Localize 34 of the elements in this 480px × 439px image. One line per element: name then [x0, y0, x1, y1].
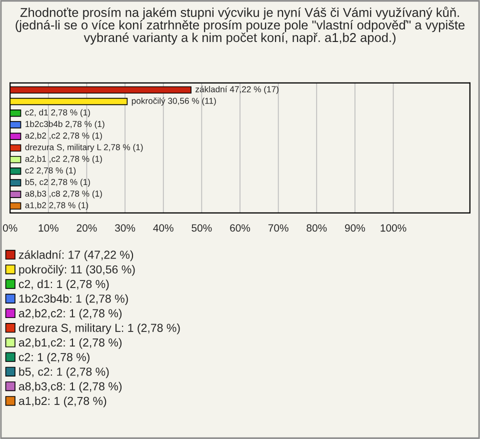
legend-label: c2: 1 (2,78 %) — [18, 352, 90, 364]
legend-label: drezura S, military L: 1 (2,78 %) — [18, 323, 180, 334]
data-label: a8,b3 ,c8 2,78 % (1) — [25, 190, 102, 198]
data-label: drezura S, military L 2,78 % (1) — [25, 144, 143, 152]
x-tick-label: 70% — [268, 224, 288, 232]
x-tick-label: 60% — [230, 224, 250, 232]
chart-title: Zhodnoťte prosím na jakém stupni výcviku je nyní Váš či Vámi využívaný kůň. (jedná-li se o více koní zatrhněte prosím pouze pole "vlastní odpověď" a vypište vybrané varianty a k nim počet koní, např. a1,b2 apod.) — [16, 6, 465, 45]
x-tick-label: 40% — [153, 224, 174, 232]
legend-label: c2, d1: 1 (2,78 %) — [18, 280, 109, 290]
legend-label: a2,b1,c2: 1 (2,78 %) — [18, 338, 122, 349]
data-label: a2,b1 ,c2 2,78 % (1) — [25, 156, 102, 164]
data-label: a2,b2 ,c2 2,78 % (1) — [25, 132, 102, 140]
legend-label: základní: 17 (47,22 %) — [18, 250, 134, 262]
data-label: 1b2c3b4b 2,78 % (1) — [26, 120, 104, 129]
data-label: c2, d1 2,78 % (1) — [25, 109, 90, 118]
data-label: b5, c2 2,78 % (1) — [25, 178, 90, 187]
x-tick-label: 90% — [345, 224, 366, 232]
data-label: c2 2,78 % (1) — [25, 167, 76, 176]
x-tick-label: 0% — [2, 224, 18, 232]
legend-label: a2,b2,c2: 1 (2,78 %) — [18, 308, 122, 320]
x-tick-label: 50% — [192, 224, 212, 232]
legend-label: b5, c2: 1 (2,78 %) — [19, 367, 109, 378]
x-tick-label: 20% — [76, 224, 97, 232]
legend-label: pokročilý: 11 (30,56 %) — [19, 264, 135, 276]
data-label: základní 47,22 % (17) — [196, 86, 278, 94]
legend-label: 1b2c3b4b: 1 (2,78 %) — [19, 294, 128, 306]
legend-label: a8,b3,c8: 1 (2,78 %) — [18, 382, 122, 393]
data-label: pokročilý 30,56 % (11) — [132, 97, 216, 106]
legend-label: a1,b2: 1 (2,78 %) — [18, 396, 106, 408]
x-tick-label: 30% — [115, 224, 136, 232]
data-label: a1,b2 2,78 % (1) — [25, 202, 88, 210]
x-tick-label: 80% — [306, 224, 327, 232]
x-tick-label: 100% — [380, 224, 406, 232]
x-tick-label: 10% — [38, 224, 58, 232]
